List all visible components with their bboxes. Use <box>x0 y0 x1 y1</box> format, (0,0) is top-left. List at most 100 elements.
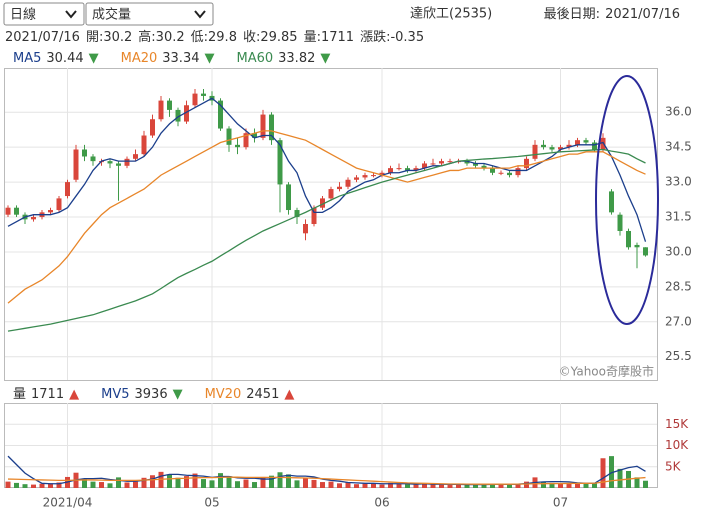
info-label: 低: <box>191 30 208 45</box>
select-box[interactable] <box>3 2 85 26</box>
volume-bar <box>515 483 521 488</box>
candle-body <box>150 119 155 136</box>
legend-value: 3936 <box>135 387 168 402</box>
volume-bar <box>617 468 623 488</box>
candle-body <box>116 163 121 166</box>
candle-body <box>617 214 623 231</box>
y-tick-label: 25.5 <box>665 349 692 363</box>
period-select[interactable]: 日線 <box>3 2 85 26</box>
legend-value: 33.34 <box>162 51 199 66</box>
candle-body <box>252 133 257 138</box>
volume-bar <box>56 482 62 488</box>
volume-bar <box>464 484 470 488</box>
volume-bar <box>99 482 104 488</box>
candle-body <box>634 244 640 248</box>
candle-body <box>626 230 631 248</box>
candle-body <box>184 105 189 122</box>
candle-body <box>643 247 648 256</box>
volume-bar <box>430 484 436 488</box>
last-date-value: 2021/07/16 <box>605 7 680 22</box>
candle-body <box>311 207 317 224</box>
legend-value: 30.44 <box>46 51 83 66</box>
legend-value: 1711 <box>31 387 64 402</box>
candle-body <box>379 172 385 176</box>
candle-body <box>277 140 283 185</box>
legend-trend: ▲ <box>69 387 79 402</box>
info-label: 收: <box>243 30 260 45</box>
candle-body <box>124 158 130 166</box>
volume-bar <box>286 474 291 488</box>
volume-bar <box>260 476 266 488</box>
volume-bar <box>175 477 181 488</box>
volume-bar <box>405 484 410 488</box>
volume-bar <box>150 475 155 488</box>
volume-bar <box>558 483 563 488</box>
candle-body <box>235 144 240 148</box>
indicator-select[interactable]: 成交量 <box>85 2 214 26</box>
volume-bar <box>566 483 572 488</box>
candle-body <box>549 147 555 150</box>
watermark: ©Yahoo奇摩股市 <box>559 364 654 379</box>
highlight-ellipse <box>595 75 659 325</box>
volume-bar <box>320 482 325 488</box>
legend-trend: ▼ <box>320 51 330 66</box>
volume-bar <box>643 480 648 488</box>
stock-name: 達欣工(2535) <box>410 7 492 22</box>
volume-bar <box>311 479 317 488</box>
volume-bar <box>600 458 606 488</box>
volume-bar <box>22 484 28 488</box>
legend-trend: ▼ <box>204 51 214 66</box>
select-text[interactable]: 成交量 <box>92 7 131 23</box>
volume-bar <box>277 472 283 488</box>
candle-body <box>498 172 504 174</box>
legend-name: MA20 <box>121 51 158 66</box>
volume-bar <box>48 483 53 488</box>
candle-body <box>532 144 538 159</box>
volume-bar <box>592 482 597 488</box>
volume-bar <box>379 484 385 488</box>
candle-body <box>464 161 470 164</box>
candle-body <box>558 147 563 150</box>
candle-body <box>243 133 249 148</box>
select-box[interactable] <box>85 2 214 26</box>
legend-value: 33.82 <box>278 51 315 66</box>
candle-body <box>73 149 79 180</box>
y-tick-label: 36.0 <box>665 105 692 119</box>
volume-bar <box>481 484 487 488</box>
volume-bar <box>498 484 504 488</box>
info-value: 29.8 <box>208 30 237 45</box>
candle-body <box>269 114 274 141</box>
candle-body <box>362 175 368 178</box>
volume-bar <box>133 481 138 488</box>
volume-bar <box>549 482 555 488</box>
legend-trend: ▼ <box>89 51 99 66</box>
volume-bar <box>39 483 45 488</box>
volume-bar <box>184 476 189 488</box>
chevron[interactable] <box>65 10 77 19</box>
candle-body <box>201 93 206 96</box>
candle-body <box>413 168 419 171</box>
chevron[interactable] <box>194 10 206 19</box>
y-tick-label: 10K <box>665 438 689 452</box>
volume-bar <box>243 479 249 488</box>
select-text[interactable]: 日線 <box>10 7 36 23</box>
volume-bar <box>473 485 478 488</box>
x-tick-label: 07 <box>553 496 568 510</box>
candle-body <box>133 154 138 159</box>
candle-body <box>48 210 53 213</box>
candle-body <box>82 149 87 157</box>
last-date-label: 最後日期: <box>544 7 600 22</box>
candle-body <box>294 210 300 218</box>
info-line: 2021/07/16 開:30.2 高:30.2 低:29.8 收:29.85 量:171… <box>5 29 424 45</box>
candle-body <box>447 161 453 163</box>
x-tick-label: 06 <box>374 496 389 510</box>
candle-body <box>218 100 223 129</box>
y-tick-label: 28.5 <box>665 279 692 293</box>
plot: 25.5 27.0 28.5 30.0 31.5 33.0 34.5 36.0 5K 10K 15K… <box>5 68 692 510</box>
candle-body <box>303 224 308 234</box>
volume-bar <box>226 476 232 488</box>
volume-bar <box>90 481 96 488</box>
candle-body <box>541 144 546 148</box>
candle-body <box>371 175 376 177</box>
volume-bar <box>82 478 87 488</box>
